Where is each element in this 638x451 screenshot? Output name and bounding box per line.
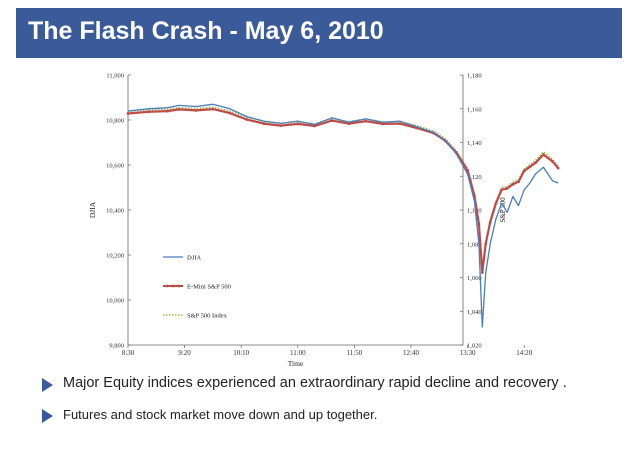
series-line-e-mini-s-p-500 (127, 108, 560, 274)
y-tick-label: 10,200 (106, 253, 124, 260)
x-tick-label: 8:30 (122, 349, 135, 357)
y-tick-label: 10,800 (106, 118, 124, 125)
title-bar: The Flash Crash - May 6, 2010 (16, 8, 622, 58)
x-tick-label: 11:50 (347, 349, 363, 357)
series-point (522, 169, 526, 173)
series-point (166, 109, 170, 113)
bullet-text: Major Equity indices experienced an extr… (63, 375, 567, 391)
bullet-list: Major Equity indices experienced an extr… (42, 375, 632, 437)
series-point (146, 110, 150, 114)
series-point (279, 124, 283, 128)
series-point (534, 161, 537, 165)
chart-series (126, 103, 560, 328)
bullet-text: Futures and stock market move down and u… (63, 407, 378, 422)
y-tick-label: 10,400 (106, 208, 124, 215)
y2-tick-label: 1,100 (467, 208, 482, 215)
triangle-right-icon (42, 409, 53, 423)
x-tick-label: 11:00 (290, 349, 306, 357)
x-tick-label: 13:30 (460, 349, 476, 357)
y2-tick-label: 1,180 (467, 73, 482, 80)
series-point (551, 160, 554, 163)
y2-tick-label: 1,080 (467, 241, 482, 248)
y-axis-title: DJIA (88, 201, 97, 218)
series-point (484, 242, 488, 246)
y2-axis-title: S&P 500 (499, 197, 507, 223)
series-point (330, 119, 334, 122)
series-point (466, 169, 469, 172)
series-line-djia (127, 103, 559, 328)
series-point (488, 220, 492, 224)
y-tick-label: 10,600 (106, 163, 124, 170)
series-point (494, 201, 498, 205)
flash-crash-chart: 9,800 10,000 10,200 10,400 10,600 10,800 11,00… (88, 73, 560, 369)
series-point (480, 271, 484, 274)
y2-tick-label: 1,020 (467, 343, 482, 350)
legend-marker (165, 284, 169, 288)
chart-axes: 9,800 10,000 10,200 10,400 10,600 10,800 11,00… (88, 73, 533, 369)
series-point (517, 180, 520, 184)
series-point (177, 108, 181, 111)
y2-tick-label: 1,040 (467, 309, 482, 316)
x-tick-label: 9:20 (178, 349, 191, 357)
series-point (477, 222, 481, 226)
legend-marker (177, 284, 181, 288)
series-point (262, 122, 266, 125)
series-point (228, 111, 232, 115)
y-tick-label: 9,800 (109, 343, 124, 350)
series-point (347, 122, 351, 125)
series-point (542, 153, 545, 157)
x-tick-label: 14:20 (516, 349, 532, 357)
y-tick-label: 11,000 (106, 73, 124, 80)
triangle-right-icon (42, 378, 53, 392)
series-point (500, 188, 503, 192)
series-line-s-p-500-index (127, 106, 559, 270)
series-point (528, 165, 532, 169)
series-point (211, 107, 215, 111)
y-tick-label: 10,000 (106, 298, 124, 305)
series-point (398, 122, 402, 125)
series-point (245, 118, 249, 121)
x-tick-label: 10:10 (233, 349, 249, 357)
slide-title: The Flash Crash - May 6, 2010 (28, 17, 384, 45)
y2-tick-label: 1,160 (467, 106, 482, 113)
y2-tick-label: 1,120 (467, 174, 482, 181)
bullet-item: Major Equity indices experienced an extr… (42, 375, 632, 397)
legend-label: S&P 500 Index (187, 313, 228, 320)
series-point (296, 122, 300, 126)
series-point (556, 166, 560, 170)
bullet-item: Futures and stock market move down and u… (42, 406, 632, 428)
series-point (381, 122, 385, 126)
legend-label: E-Mini S&P 500 (187, 284, 231, 291)
series-point (313, 124, 317, 128)
y2-tick-label: 1,140 (467, 140, 482, 147)
series-point (364, 119, 368, 123)
series-point (511, 182, 515, 186)
x-tick-label: 12:40 (403, 349, 419, 357)
legend-marker (171, 284, 175, 288)
series-point (194, 109, 198, 112)
chart-legend: DJIA E-Mini S&P 500 S&P 500 Index (163, 255, 231, 320)
series-point (505, 187, 509, 190)
x-axis-title: Time (288, 359, 304, 368)
series-point (126, 112, 130, 115)
y2-tick-label: 1,060 (467, 275, 482, 282)
legend-label: DJIA (187, 255, 201, 262)
